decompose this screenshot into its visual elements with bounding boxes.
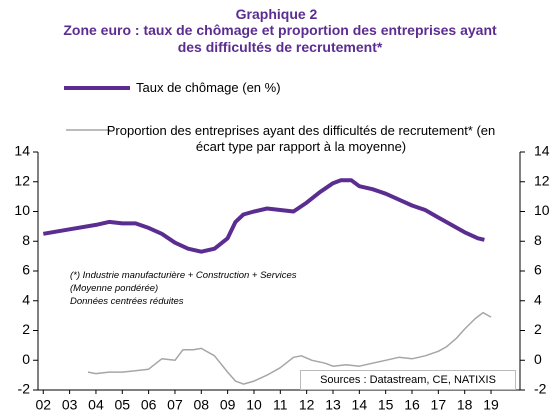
y2-tick-label: 2	[534, 321, 542, 337]
y2-tick-label: 8	[534, 232, 542, 248]
x-tick-label: 06	[141, 397, 157, 413]
series-line	[87, 311, 492, 385]
x-tick-label: 12	[299, 397, 315, 413]
y2-tick-label: 14	[534, 143, 550, 159]
x-tick-label: 18	[457, 397, 473, 413]
y2-tick-label: 6	[534, 262, 542, 278]
x-tick-label: 17	[431, 397, 447, 413]
x-tick-label: 08	[194, 397, 210, 413]
annotation: Données centrées réduites	[70, 296, 184, 307]
y-tick-label: 12	[14, 172, 30, 188]
y2-tick-label: 10	[534, 202, 550, 218]
source: Sources : Datastream, CE, NATIXIS	[300, 370, 516, 390]
x-tick-label: 05	[114, 397, 130, 413]
x-tick-label: 16	[404, 397, 420, 413]
y2-tick-label: 0	[534, 351, 542, 367]
y-tick-label: -2	[18, 381, 31, 397]
chart-title: Graphique 2	[235, 6, 318, 22]
annotation: (Moyenne pondérée)	[70, 283, 159, 294]
y-tick-label: 2	[22, 321, 30, 337]
y2-tick-label: 12	[534, 172, 550, 188]
y-tick-label: 6	[22, 262, 30, 278]
legend-label: Taux de chômage (en %)	[136, 80, 281, 95]
y-tick-label: 0	[22, 351, 30, 367]
y-tick-label: 10	[14, 202, 30, 218]
x-tick-label: 14	[352, 397, 368, 413]
legend-label: Proportion des entreprises ayant des dif…	[106, 123, 496, 154]
y-tick-label: 8	[22, 232, 30, 248]
y2-tick-label: 4	[534, 291, 542, 307]
y2-tick-label: -2	[534, 381, 547, 397]
y-tick-label: 4	[22, 291, 30, 307]
x-tick-label: 19	[483, 397, 499, 413]
x-tick-label: 09	[220, 397, 236, 413]
x-tick-label: 02	[35, 397, 51, 413]
x-tick-label: 10	[246, 397, 262, 413]
x-tick-label: 04	[88, 397, 104, 413]
annotation: (*) Industrie manufacturière + Construct…	[70, 270, 297, 281]
x-tick-label: 13	[325, 397, 341, 413]
series-line	[42, 178, 485, 254]
chart-subtitle: Zone euro : taux de chômage et proportio…	[63, 22, 497, 55]
x-tick-label: 07	[167, 397, 183, 413]
x-tick-label: 03	[62, 397, 78, 413]
x-tick-label: 11	[273, 397, 288, 413]
x-tick-label: 15	[378, 397, 394, 413]
y-tick-label: 14	[14, 143, 30, 159]
